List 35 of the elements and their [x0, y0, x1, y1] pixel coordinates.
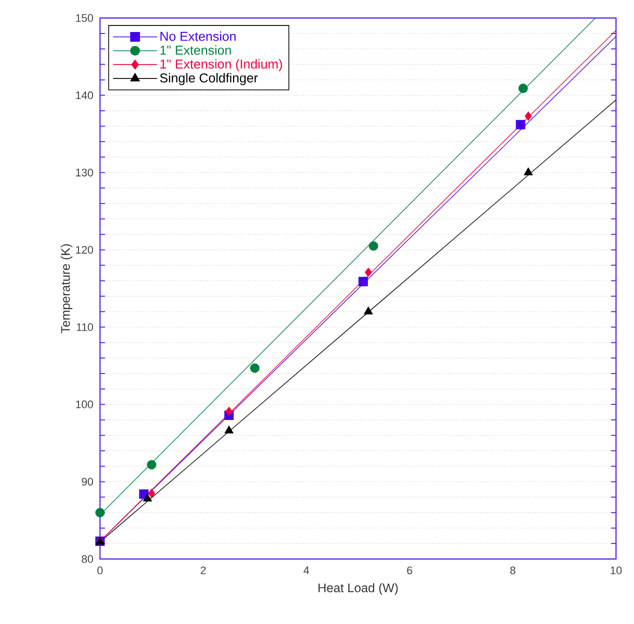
point: [224, 425, 234, 434]
x-tick-label: 8: [510, 566, 516, 574]
point: [146, 460, 156, 470]
point: [518, 84, 528, 94]
point: [358, 276, 368, 286]
y-tick-label: 100: [76, 400, 94, 408]
y-tick-label: 120: [76, 246, 94, 254]
point: [95, 508, 105, 518]
x-tick-label: 2: [200, 566, 206, 574]
legend-label: Single Coldfinger: [160, 73, 258, 86]
point: [250, 363, 260, 373]
point: [148, 488, 156, 498]
x-tick-label: 10: [610, 566, 622, 574]
legend-label: No Extension: [160, 31, 236, 41]
y-axis-title: Temperature (K): [60, 244, 72, 334]
legend-label: 1" Extension: [160, 45, 231, 55]
point: [364, 306, 373, 314]
point: [524, 167, 533, 176]
point: [142, 494, 152, 502]
y-tick-label: 130: [76, 168, 94, 176]
x-tick-label: 0: [97, 566, 103, 574]
y-tick-label: 110: [76, 323, 94, 332]
x-tick-label: 4: [304, 566, 310, 574]
point: [368, 241, 378, 251]
x-axis-title: Heat Load (W): [318, 583, 398, 595]
y-tick-label: 140: [76, 91, 94, 100]
y-tick-label: 80: [82, 555, 94, 563]
y-tick-label: 90: [82, 478, 94, 486]
x-tick-label: 6: [407, 566, 412, 574]
point: [524, 111, 532, 121]
point: [364, 268, 372, 277]
legend-label: 1" Extension (Indium): [160, 59, 282, 72]
point: [225, 406, 233, 416]
point: [516, 120, 526, 130]
y-tick-label: 150: [76, 14, 94, 22]
